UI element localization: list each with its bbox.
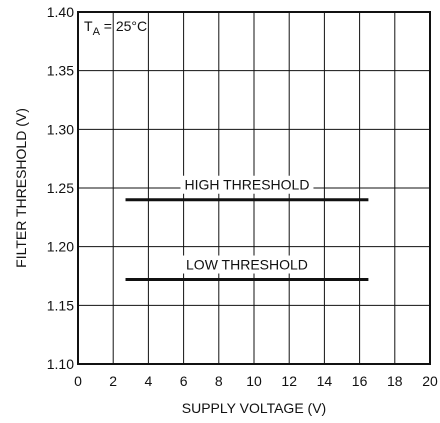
high-threshold-label: HIGH THRESHOLD [184,177,309,193]
x-tick-label: 20 [422,373,438,389]
x-tick-label: 8 [215,373,223,389]
y-tick-label: 1.30 [47,121,74,137]
condition-label: TA = 25°C [84,18,147,38]
condition-rest: = 25°C [100,18,147,34]
x-tick-label: 14 [317,373,333,389]
y-tick-label: 1.25 [47,180,74,196]
y-tick-label: 1.10 [47,356,74,372]
y-tick-labels: 1.10 1.15 1.20 1.25 1.30 1.35 1.40 [47,4,74,372]
y-tick-label: 1.15 [47,297,74,313]
x-tick-label: 10 [246,373,262,389]
condition-sub: A [93,26,101,38]
y-tick-label: 1.40 [47,4,74,20]
x-tick-label: 6 [180,373,188,389]
x-axis-label: SUPPLY VOLTAGE (V) [182,400,326,416]
x-tick-label: 4 [145,373,153,389]
low-threshold-label: LOW THRESHOLD [186,257,308,273]
series-group: HIGH THRESHOLD LOW THRESHOLD [125,175,369,282]
high-threshold-label-bg [180,175,314,194]
plot-frame [77,11,431,365]
x-tick-labels: 0 2 4 6 8 10 12 14 16 18 20 [74,373,438,389]
x-tick-label: 0 [74,373,82,389]
x-tick-label: 2 [109,373,117,389]
y-tick-label: 1.35 [47,63,74,79]
condition-main: T [84,18,93,34]
x-tick-label: 16 [352,373,368,389]
x-tick-label: 18 [387,373,403,389]
low-threshold-label-bg [182,255,312,274]
x-tick-label: 12 [281,373,297,389]
y-axis-label: FILTER THRESHOLD (V) [13,108,29,268]
y-tick-label: 1.20 [47,239,74,255]
